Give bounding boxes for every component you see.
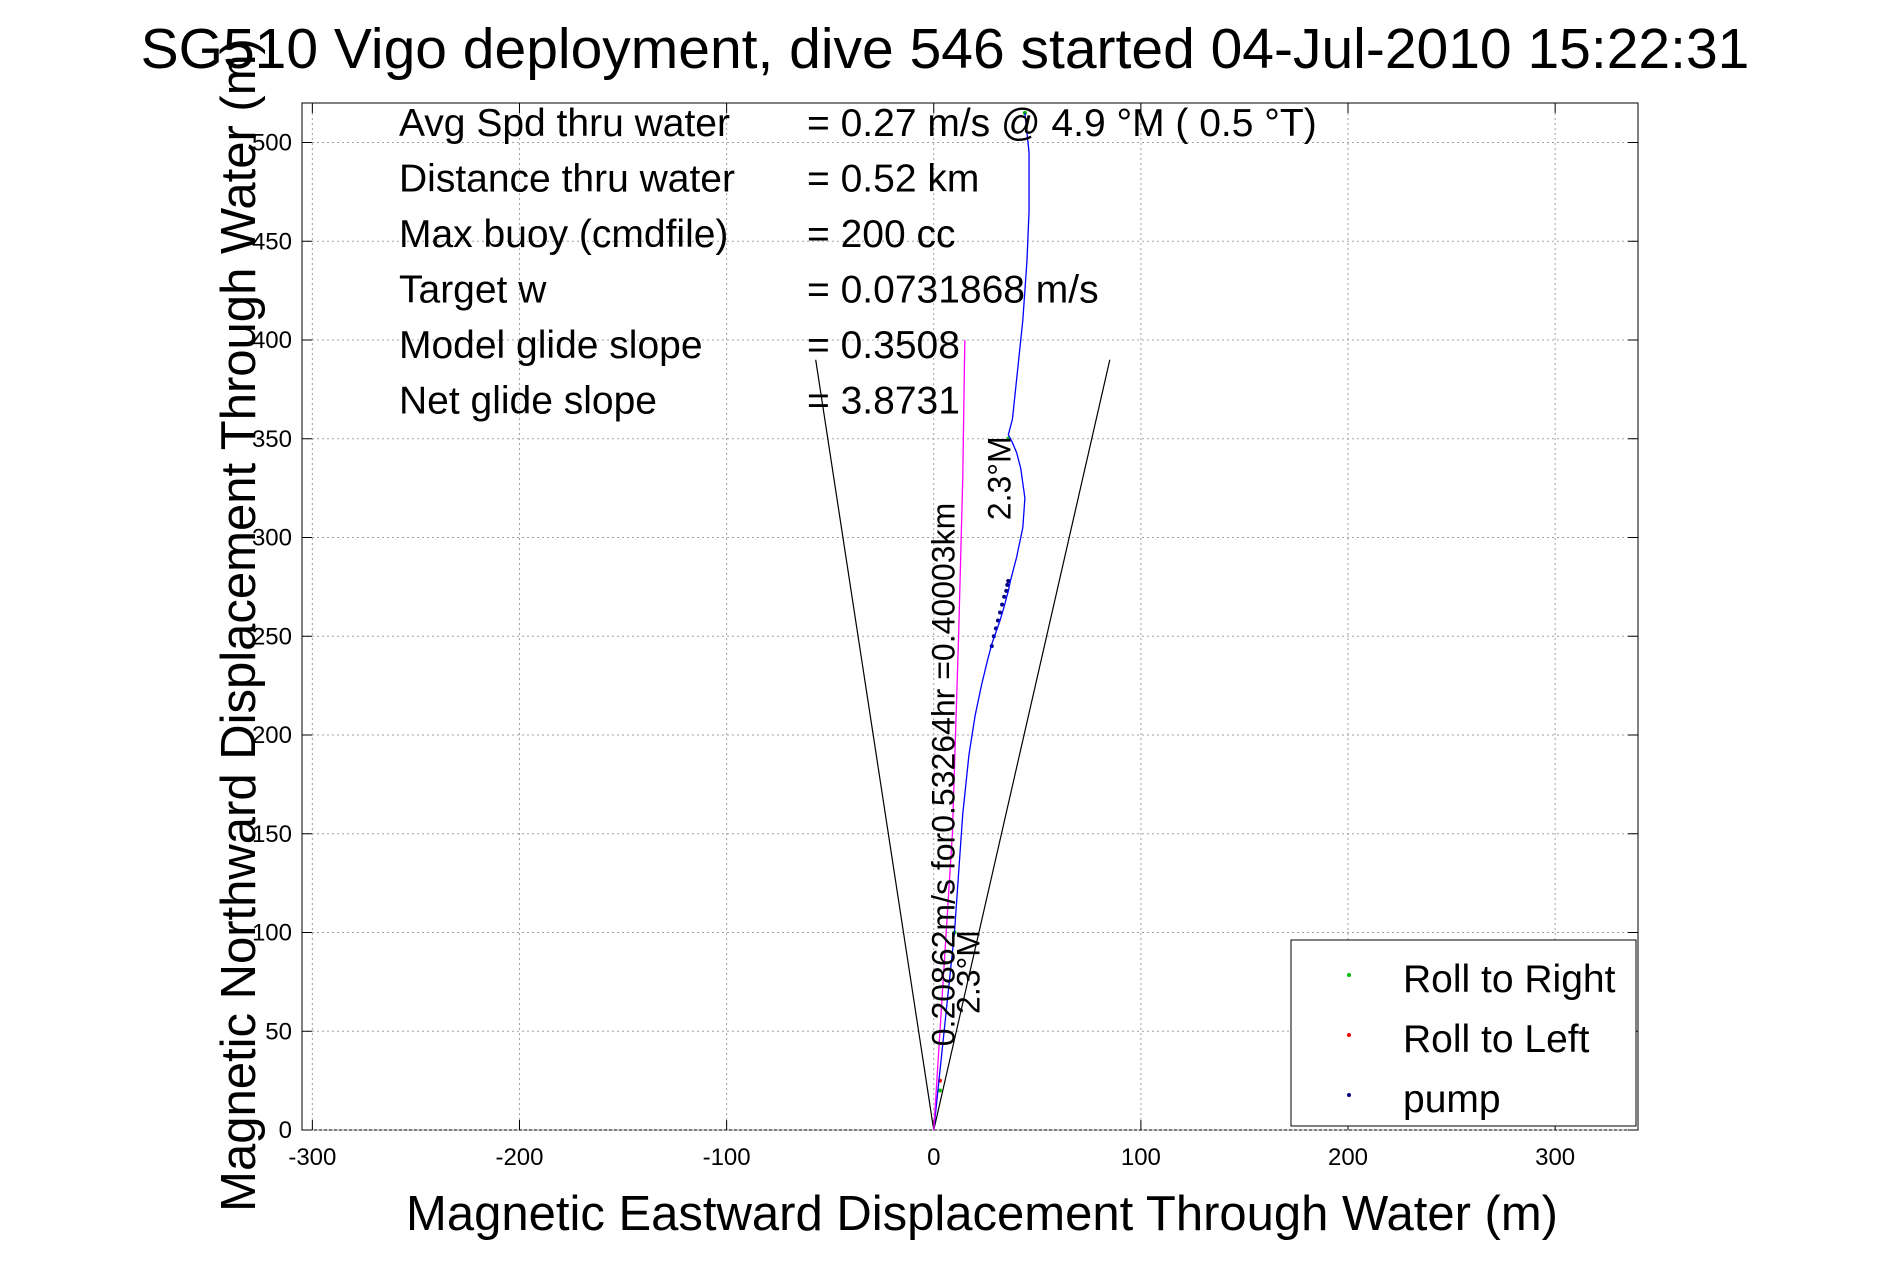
pump-point bbox=[998, 610, 1003, 615]
y-axis-label: Magnetic Northward Displacement Through … bbox=[212, 38, 266, 1212]
x-tick-label: 100 bbox=[1121, 1144, 1161, 1171]
x-tick-label: 0 bbox=[927, 1144, 940, 1171]
y-tick-label: 150 bbox=[252, 821, 292, 848]
current-annotation: 0.20862m/s for0.53264hr =0.40003km bbox=[925, 503, 961, 1046]
x-tick-label: -200 bbox=[495, 1144, 543, 1171]
pump-point bbox=[1000, 602, 1005, 607]
pump-point bbox=[1006, 578, 1011, 583]
current-annotation: 2.3°M bbox=[981, 436, 1017, 520]
y-tick-label: 200 bbox=[252, 722, 292, 749]
legend-entry: Roll to Right bbox=[1403, 958, 1616, 1001]
info-label: Net glide slope bbox=[399, 380, 657, 423]
chart-title: SG510 Vigo deployment, dive 546 started … bbox=[141, 17, 1750, 81]
legend-marker bbox=[1347, 1033, 1351, 1037]
track-line bbox=[933, 339, 966, 1131]
current-annotations: 0.20862m/s for0.53264hr =0.40003km2.3°M2… bbox=[925, 436, 1017, 1046]
roll-to-right-point bbox=[937, 1088, 942, 1093]
track-line bbox=[933, 112, 1030, 1131]
legend: Roll to Right Roll to Left pump bbox=[1290, 939, 1637, 1127]
current-annotation: 2.3°M bbox=[950, 930, 986, 1014]
series-group bbox=[933, 110, 1030, 1131]
info-value: = 0.3508 bbox=[807, 324, 960, 367]
info-label: Target w bbox=[399, 269, 547, 312]
info-value: = 3.8731 bbox=[807, 380, 960, 423]
x-tick-label: 300 bbox=[1535, 1144, 1575, 1171]
y-tick-label: 300 bbox=[252, 525, 292, 552]
x-tick-label: -100 bbox=[703, 1144, 751, 1171]
dive-info-block: Avg Spd thru water = 0.27 m/s @ 4.9 °M ( … bbox=[399, 102, 1317, 423]
y-tick-label: 350 bbox=[252, 426, 292, 453]
y-tick-label: 0 bbox=[279, 1117, 292, 1144]
info-value: = 0.52 km bbox=[807, 158, 979, 201]
info-label: Avg Spd thru water bbox=[399, 102, 730, 145]
y-tick-label: 250 bbox=[252, 623, 292, 650]
pump-point bbox=[1004, 588, 1009, 593]
legend-marker bbox=[1347, 973, 1351, 977]
x-tick-label: -300 bbox=[288, 1144, 336, 1171]
legend-box bbox=[1290, 939, 1637, 1127]
axis-ticks: -300 -200 -100 0 100 200 300 0 50 100 150 200 250 300… bbox=[252, 103, 1638, 1171]
pump-point bbox=[1002, 594, 1007, 599]
pump-point bbox=[1005, 582, 1010, 587]
legend-entry: pump bbox=[1403, 1078, 1501, 1121]
info-label: Model glide slope bbox=[399, 324, 703, 367]
y-tick-label: 500 bbox=[252, 130, 292, 157]
info-value: = 0.27 m/s @ 4.9 °M ( 0.5 °T) bbox=[807, 102, 1317, 145]
y-tick-label: 400 bbox=[252, 327, 292, 354]
y-tick-label: 450 bbox=[252, 228, 292, 255]
y-tick-label: 50 bbox=[265, 1018, 292, 1045]
legend-entry: Roll to Left bbox=[1403, 1018, 1590, 1061]
info-value: = 200 cc bbox=[807, 213, 956, 256]
info-label: Distance thru water bbox=[399, 158, 735, 201]
pump-point bbox=[995, 618, 1000, 623]
info-value: = 0.0731868 m/s bbox=[807, 269, 1099, 312]
info-label: Max buoy (cmdfile) bbox=[399, 213, 728, 256]
legend-marker bbox=[1347, 1093, 1351, 1097]
x-axis-label: Magnetic Eastward Displacement Through W… bbox=[406, 1187, 1558, 1241]
x-tick-label: 200 bbox=[1328, 1144, 1368, 1171]
y-tick-label: 100 bbox=[252, 920, 292, 947]
